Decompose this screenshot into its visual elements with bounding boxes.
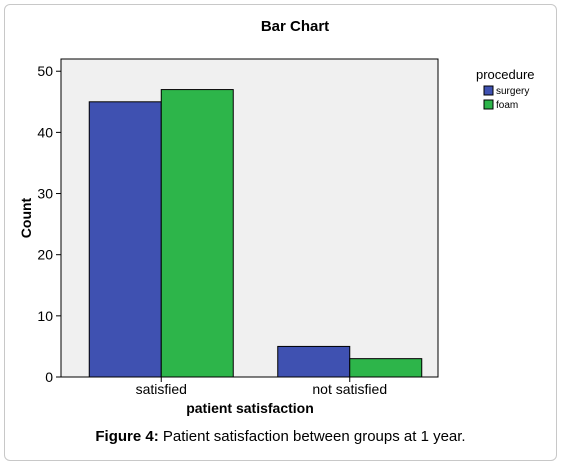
x-tick-label: satisfied: [136, 381, 187, 397]
legend: procedure surgery foam: [476, 67, 535, 111]
y-tick-label: 30: [37, 186, 53, 202]
bars-group: [88, 89, 423, 378]
legend-label-foam: foam: [496, 100, 518, 111]
y-tick-label: 40: [37, 124, 53, 140]
y-axis-label: Count: [18, 197, 34, 238]
bar-surgery-not-satisfied: [277, 345, 351, 378]
y-tick-label: 0: [45, 369, 53, 385]
caption-text: Patient satisfaction between groups at 1…: [162, 428, 466, 445]
x-axis-label: patient satisfaction: [186, 400, 314, 416]
y-tick-label: 50: [37, 63, 53, 79]
y-tick-label: 10: [37, 308, 53, 324]
x-axis: satisfied not satisfied: [136, 377, 387, 397]
legend-swatch-foam: [483, 99, 494, 110]
figure-caption: Figure 4: Patient satisfaction between g…: [0, 428, 561, 445]
bar-surgery-satisfied: [88, 101, 162, 378]
x-tick-label: not satisfied: [312, 381, 387, 397]
bar-foam-satisfied: [160, 89, 234, 378]
y-axis: 0 10 20 30 40 50: [37, 63, 61, 385]
chart-title: Bar Chart: [261, 18, 329, 35]
caption-label: Figure 4:: [95, 428, 159, 445]
bar-foam-not-satisfied: [349, 358, 423, 378]
y-tick-label: 20: [37, 247, 53, 263]
legend-label-surgery: surgery: [496, 86, 529, 97]
legend-swatch-surgery: [483, 85, 494, 96]
legend-title: procedure: [476, 67, 535, 82]
